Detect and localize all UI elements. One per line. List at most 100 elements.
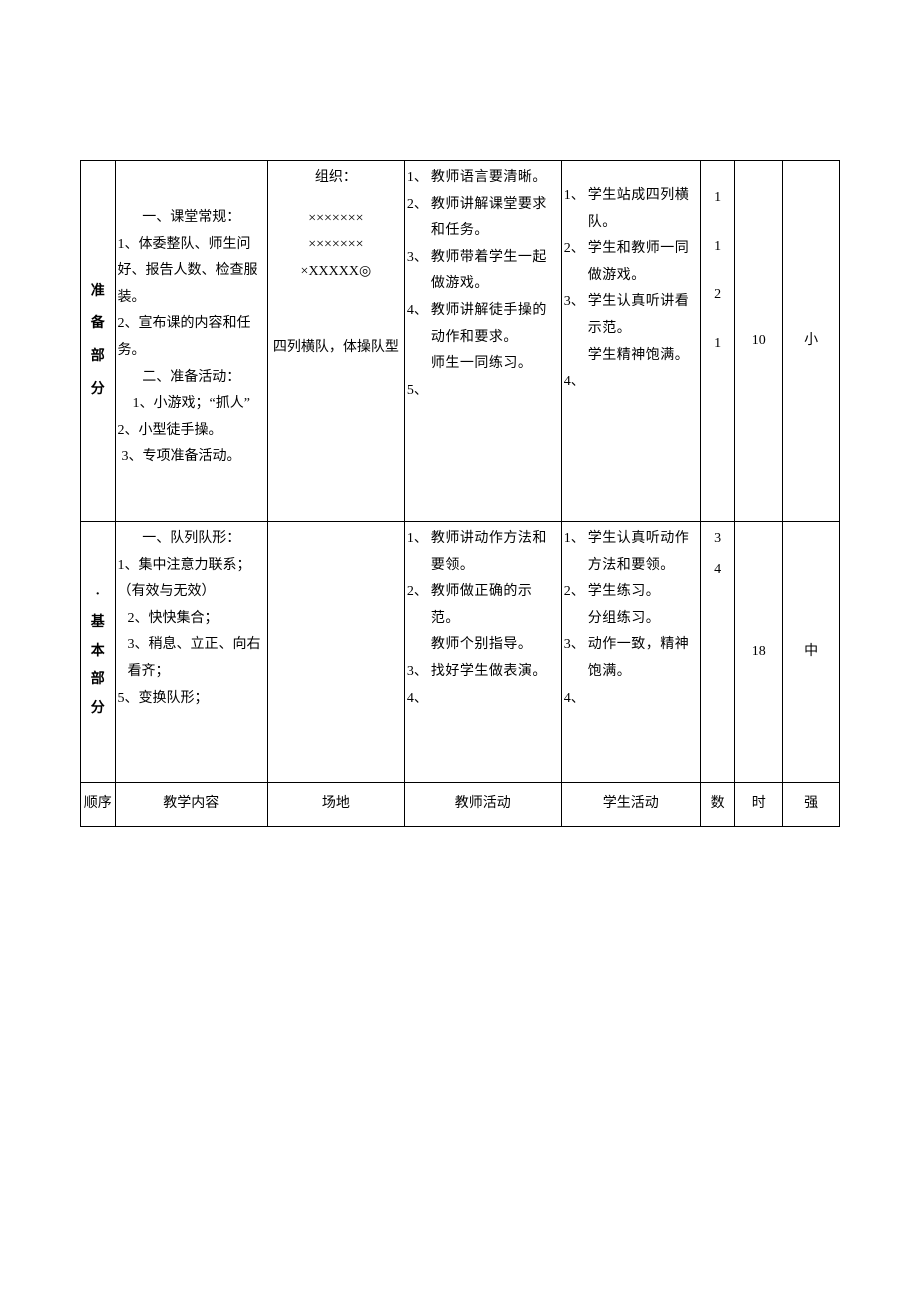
- count-value: 4: [703, 557, 733, 584]
- list-text: 学生站成四列横队。: [588, 183, 698, 236]
- strength-cell: 中: [783, 522, 840, 783]
- list-marker: 1、: [564, 183, 588, 236]
- time-value: 10: [752, 333, 766, 348]
- list-text: 教师讲解课堂要求和任务。: [431, 192, 559, 245]
- count-cell: 1 1 2 1: [700, 161, 735, 522]
- teacher-activity-cell: 1、教师语言要清晰。 2、教师讲解课堂要求和任务。 3、教师带着学生一起做游戏。…: [404, 161, 561, 522]
- section-char: 基: [91, 610, 105, 637]
- content-item: 3、专项准备活动。: [118, 444, 265, 471]
- list-marker: [564, 606, 588, 633]
- section-cell-prep: 准 备 部 分: [81, 161, 116, 522]
- header-cell: 学生活动: [561, 783, 700, 827]
- list-marker: 3、: [407, 659, 431, 686]
- list-marker: [407, 632, 431, 659]
- content-item: 2、小型徒手操。: [118, 418, 265, 445]
- teacher-activity-cell: 1、教师讲动作方法和要领。 2、教师做正确的示范。 教师个别指导。 3、找好学生…: [404, 522, 561, 783]
- list-marker: 3、: [407, 245, 431, 298]
- list-marker: 3、: [564, 289, 588, 342]
- student-activity-cell: 1、学生认真听动作方法和要领。 2、学生练习。 分组练习。 3、动作一致，精神饱…: [561, 522, 700, 783]
- list-marker: 2、: [407, 579, 431, 632]
- time-cell: 18: [735, 522, 783, 783]
- list-text: 动作一致，精神饱满。: [588, 632, 698, 685]
- content-item: 1、集中注意力联系；（有效与无效）: [118, 553, 265, 606]
- heading: 一、队列队形：: [118, 526, 265, 553]
- list-marker: 2、: [564, 236, 588, 289]
- section-char: 部: [91, 344, 105, 371]
- list-text: 学生练习。: [588, 579, 698, 606]
- count-value: 2: [703, 282, 733, 309]
- list-text: 分组练习。: [588, 606, 698, 633]
- section-char: 分: [91, 696, 105, 723]
- header-cell: 教学内容: [115, 783, 267, 827]
- list-text: 教师讲解徒手操的动作和要求。: [431, 298, 559, 351]
- content-item: 3、稍息、立正、向右看齐；: [118, 632, 265, 685]
- student-activity-cell: 1、学生站成四列横队。 2、学生和教师一同做游戏。 3、学生认真听讲看示范。 学…: [561, 161, 700, 522]
- header-cell: 强: [783, 783, 840, 827]
- content-item: 1、小游戏；“抓人”: [118, 391, 265, 418]
- list-text: 学生认真听动作方法和要领。: [588, 526, 698, 579]
- count-value: 1: [703, 185, 733, 212]
- list-text: 师生一同练习。: [431, 351, 559, 378]
- section-char: 分: [91, 377, 105, 404]
- teaching-content-cell: 一、队列队形： 1、集中注意力联系；（有效与无效） 2、快快集合； 3、稍息、立…: [115, 522, 267, 783]
- list-marker: 4、: [564, 686, 588, 713]
- list-marker: 3、: [564, 632, 588, 685]
- header-cell: 数: [700, 783, 735, 827]
- list-marker: 4、: [564, 369, 588, 396]
- content-item: 2、快快集合；: [118, 606, 265, 633]
- header-cell: 教师活动: [404, 783, 561, 827]
- section-char: 备: [91, 311, 105, 338]
- section-char: 准: [91, 279, 105, 306]
- section-char: ·: [95, 582, 100, 609]
- content-item: 1、体委整队、师生问好、报告人数、检查服装。: [118, 232, 265, 312]
- list-text: 教师带着学生一起做游戏。: [431, 245, 559, 298]
- count-cell: 3 4: [700, 522, 735, 783]
- strength-value: 小: [804, 333, 818, 348]
- list-marker: 1、: [407, 165, 431, 192]
- list-marker: [407, 351, 431, 378]
- table-row: · 基 本 部 分 一、队列队形： 1、集中注意力联系；（有效与无效） 2、快快…: [81, 522, 840, 783]
- venue-cell: 组织： ××××××× ××××××× ×XXXXX◎ 四列横队，体操队型: [267, 161, 404, 522]
- table-row: 准 备 部 分 一、课堂常规： 1、体委整队、师生问好、报告人数、检查服装。 2…: [81, 161, 840, 522]
- time-cell: 10: [735, 161, 783, 522]
- strength-cell: 小: [783, 161, 840, 522]
- teaching-content-cell: 一、课堂常规： 1、体委整队、师生问好、报告人数、检查服装。 2、宣布课的内容和…: [115, 161, 267, 522]
- count-value: 1: [703, 234, 733, 261]
- venue-cell: [267, 522, 404, 783]
- count-value: 3: [703, 526, 733, 553]
- time-value: 18: [752, 644, 766, 659]
- header-cell: 顺序: [81, 783, 116, 827]
- list-marker: 2、: [564, 579, 588, 606]
- list-text: 教师个别指导。: [431, 632, 559, 659]
- list-text: 学生和教师一同做游戏。: [588, 236, 698, 289]
- list-text: [588, 369, 698, 396]
- list-text: 教师做正确的示范。: [431, 579, 559, 632]
- venue-heading: 组织：: [270, 165, 402, 192]
- list-text: [588, 686, 698, 713]
- heading: 一、课堂常规：: [118, 205, 265, 232]
- formation-diagram-line: ×××××××: [270, 206, 402, 233]
- list-text: 找好学生做表演。: [431, 659, 559, 686]
- heading: 二、准备活动：: [118, 365, 265, 392]
- formation-diagram-line: ×××××××: [270, 232, 402, 259]
- section-char: 部: [91, 667, 105, 694]
- venue-caption: 四列横队，体操队型: [270, 335, 402, 362]
- table-header-row: 顺序 教学内容 场地 教师活动 学生活动 数 时 强: [81, 783, 840, 827]
- strength-value: 中: [804, 644, 818, 659]
- header-cell: 场地: [267, 783, 404, 827]
- list-marker: 5、: [407, 378, 431, 405]
- formation-diagram-line: ×XXXXX◎: [270, 259, 402, 286]
- list-text: [431, 686, 559, 713]
- count-value: 1: [703, 331, 733, 358]
- list-text: 学生精神饱满。: [588, 343, 698, 370]
- list-marker: 4、: [407, 298, 431, 351]
- list-marker: [564, 343, 588, 370]
- content-item: 2、宣布课的内容和任务。: [118, 311, 265, 364]
- list-marker: 1、: [564, 526, 588, 579]
- section-char: 本: [91, 639, 105, 666]
- section-cell-basic: · 基 本 部 分: [81, 522, 116, 783]
- list-text: 教师语言要清晰。: [431, 165, 559, 192]
- list-text: 学生认真听讲看示范。: [588, 289, 698, 342]
- list-text: [431, 378, 559, 405]
- page-container: 准 备 部 分 一、课堂常规： 1、体委整队、师生问好、报告人数、检查服装。 2…: [0, 0, 920, 827]
